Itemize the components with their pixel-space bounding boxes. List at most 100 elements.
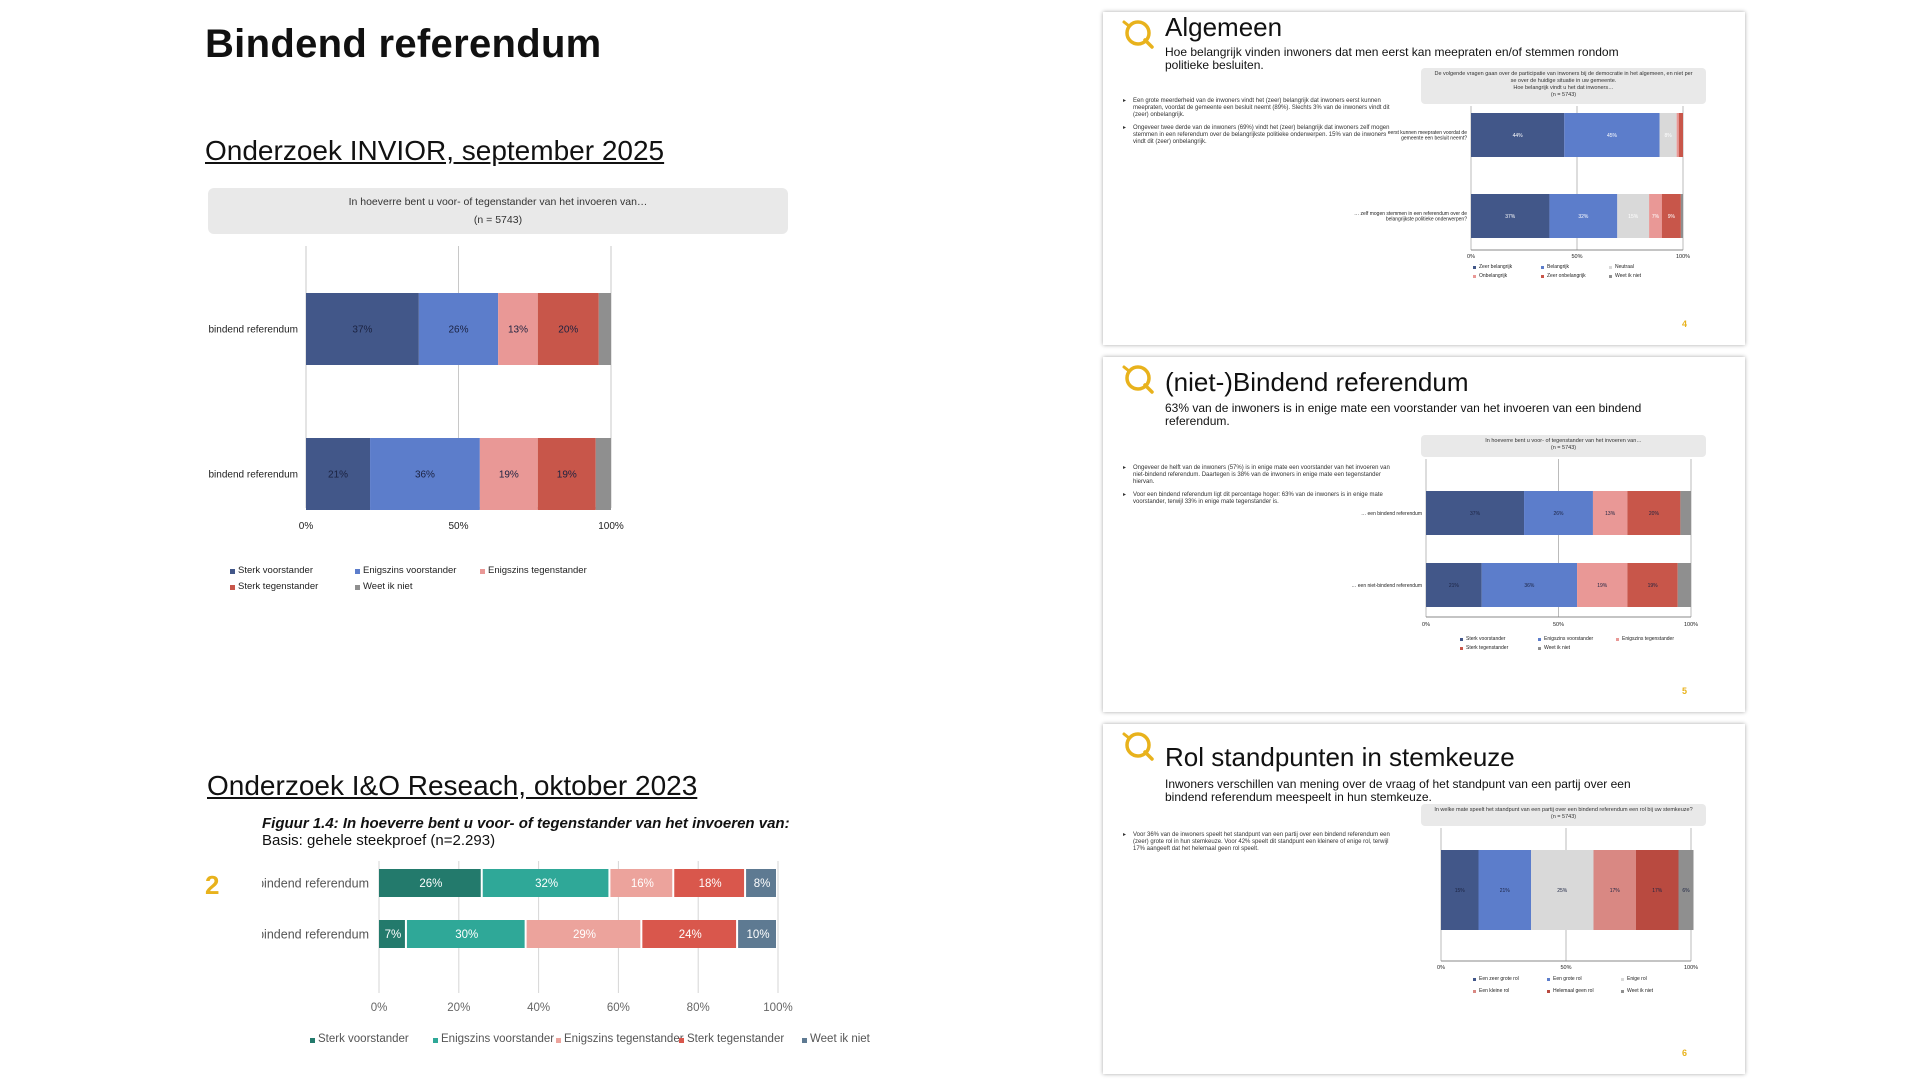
legend-swatch — [1621, 978, 1624, 981]
data-label: 7% — [385, 929, 402, 941]
data-label: 6% — [1682, 888, 1690, 894]
bar-segment — [1478, 850, 1531, 930]
bar-segment — [598, 293, 611, 365]
slide-page-number: 5 — [1681, 686, 1687, 696]
legend-swatch — [1609, 266, 1612, 269]
data-label: 45% — [1607, 133, 1618, 139]
bar-segment — [370, 438, 480, 510]
legend-swatch — [355, 585, 360, 590]
legend-label: Enigszins tegenstander — [488, 565, 587, 576]
legend-swatch — [1547, 978, 1550, 981]
bar-segment — [1636, 850, 1679, 930]
legend-label: Weet ik niet — [810, 1033, 871, 1045]
bar-segment — [1678, 850, 1694, 930]
bullet: Ongeveer twee derde van de inwoners (69%… — [1123, 125, 1393, 146]
bar-segment — [1661, 194, 1681, 238]
io-figure-title: Figuur 1.4: In hoeverre bent u voor- of … — [262, 815, 790, 832]
bar-segment — [537, 293, 599, 365]
slide-question-box: In welke mate speelt het standpunt van e… — [1421, 804, 1706, 826]
slide-chart-svg: 0% 50% 100% 44% 45% 8% … eerst kunnen meeprate… — [1354, 106, 1690, 279]
bar-segment — [1649, 194, 1662, 238]
slide-title: (niet-)Bindend referendum — [1165, 367, 1469, 397]
legend-swatch — [1473, 275, 1476, 278]
data-label: 21% — [1449, 583, 1460, 589]
legend-label: Sterk tegenstander — [687, 1033, 784, 1045]
data-label: 10% — [747, 929, 770, 941]
x-tick-label: 50% — [1553, 622, 1564, 628]
legend-label: Weet ik niet — [1544, 645, 1571, 651]
slide-chart-svg: 0% 50% 100% 15% 21% 25% 17% 17% 6% Een zeer grote… — [1437, 828, 1698, 994]
page-title: Bindend referendum — [205, 22, 602, 66]
bar-segment — [418, 293, 499, 365]
legend-swatch — [1616, 638, 1619, 641]
legend-label: Zeer belangrijk — [1479, 264, 1513, 270]
bar-segment — [379, 869, 481, 897]
category-label: Een niet-bindend referendum — [262, 927, 369, 941]
legend-label: Sterk tegenstander — [238, 581, 318, 592]
bar-segment — [537, 438, 596, 510]
x-tick-label: 50% — [448, 521, 468, 532]
bar-segment — [1471, 113, 1565, 157]
legend-label: Enigszins voorstander — [441, 1033, 554, 1045]
data-label: 37% — [352, 325, 372, 336]
legend-label: Sterk voorstander — [318, 1033, 409, 1045]
bar-segment — [1471, 194, 1550, 238]
invior-question-box: In hoeverre bent u voor- of tegenstander… — [208, 188, 788, 234]
bar-segment — [1426, 491, 1525, 535]
bar-segment — [1627, 491, 1681, 535]
legend-swatch — [1538, 638, 1541, 641]
slide-subtitle: Inwoners verschillen van mening over de … — [1165, 777, 1631, 804]
bar-segment — [595, 438, 611, 510]
x-tick-label: 100% — [763, 1002, 792, 1014]
x-tick-label: 50% — [1571, 254, 1582, 260]
x-tick-label: 80% — [687, 1002, 710, 1014]
slide-thumbnail-algemeen[interactable]: Algemeen Hoe belangrijk vinden inwoners … — [1103, 12, 1745, 345]
bar-segment — [406, 920, 525, 948]
bar-segment — [1577, 563, 1628, 607]
legend-swatch — [355, 569, 360, 574]
data-label: 37% — [1505, 214, 1516, 220]
x-tick-label: 100% — [1684, 622, 1698, 628]
logo-icon — [1122, 732, 1154, 761]
slide-thumbnail-rol-standpunten[interactable]: Rol standpunten in stemkeuze Inwoners ve… — [1103, 724, 1745, 1074]
category-label: gemeente een besluit neemt? — [1401, 136, 1467, 142]
slide-question: In hoeverre bent u voor- of tegenstander… — [1485, 438, 1642, 444]
bar-segment — [306, 293, 419, 365]
bar-segment — [1659, 113, 1677, 157]
data-label: 19% — [557, 470, 577, 481]
data-label: 32% — [1578, 214, 1589, 220]
data-label: 19% — [1597, 583, 1608, 589]
x-tick-label: 0% — [1437, 965, 1445, 971]
legend-label: Zeer onbelangrijk — [1547, 273, 1586, 279]
legend-swatch — [1621, 990, 1624, 993]
slide-n: (n = 5743) — [1550, 445, 1577, 451]
slide-bullets: Ongeveer de helft van de inwoners (57%) … — [1123, 465, 1393, 512]
legend-label: Een grote rol — [1553, 976, 1582, 982]
bar-segment — [610, 869, 673, 897]
slide-thumbnail-niet-bindend-referendum[interactable]: (niet-)Bindend referendum 63% van de inw… — [1103, 357, 1745, 712]
slide-n: (n = 5743) — [1550, 92, 1577, 98]
data-label: 8% — [1665, 133, 1673, 139]
data-label: 17% — [1610, 888, 1621, 894]
legend-label: Sterk voorstander — [1466, 636, 1506, 642]
legend-swatch — [1609, 275, 1612, 278]
legend-swatch — [230, 585, 235, 590]
data-label: 26% — [1553, 511, 1564, 517]
bar-segment — [1564, 113, 1660, 157]
data-label: 32% — [535, 878, 558, 890]
bar-segment — [738, 920, 776, 948]
slide-n: (n = 5743) — [1550, 814, 1577, 820]
category-label: … eerst kunnen meepraten voordat de — [1381, 130, 1467, 136]
category-label: … een bindend referendum — [1361, 511, 1422, 517]
legend-label: Enigszins voorstander — [1544, 636, 1594, 642]
bar-segment — [1677, 563, 1691, 607]
category-label: … een niet-bindend referendum — [1351, 583, 1422, 589]
category-label: … een niet-bindend referendum — [208, 470, 298, 481]
slide-bullets: Een grote meerderheid van de inwoners vi… — [1123, 98, 1393, 152]
bullet: Voor 36% van de inwoners speelt het stan… — [1123, 832, 1393, 853]
legend-label: Weet ik niet — [363, 581, 413, 592]
legend-swatch — [802, 1038, 807, 1043]
bar-segment — [1549, 194, 1618, 238]
slide-title: Rol standpunten in stemkeuze — [1165, 742, 1515, 772]
legend-swatch — [1541, 275, 1544, 278]
